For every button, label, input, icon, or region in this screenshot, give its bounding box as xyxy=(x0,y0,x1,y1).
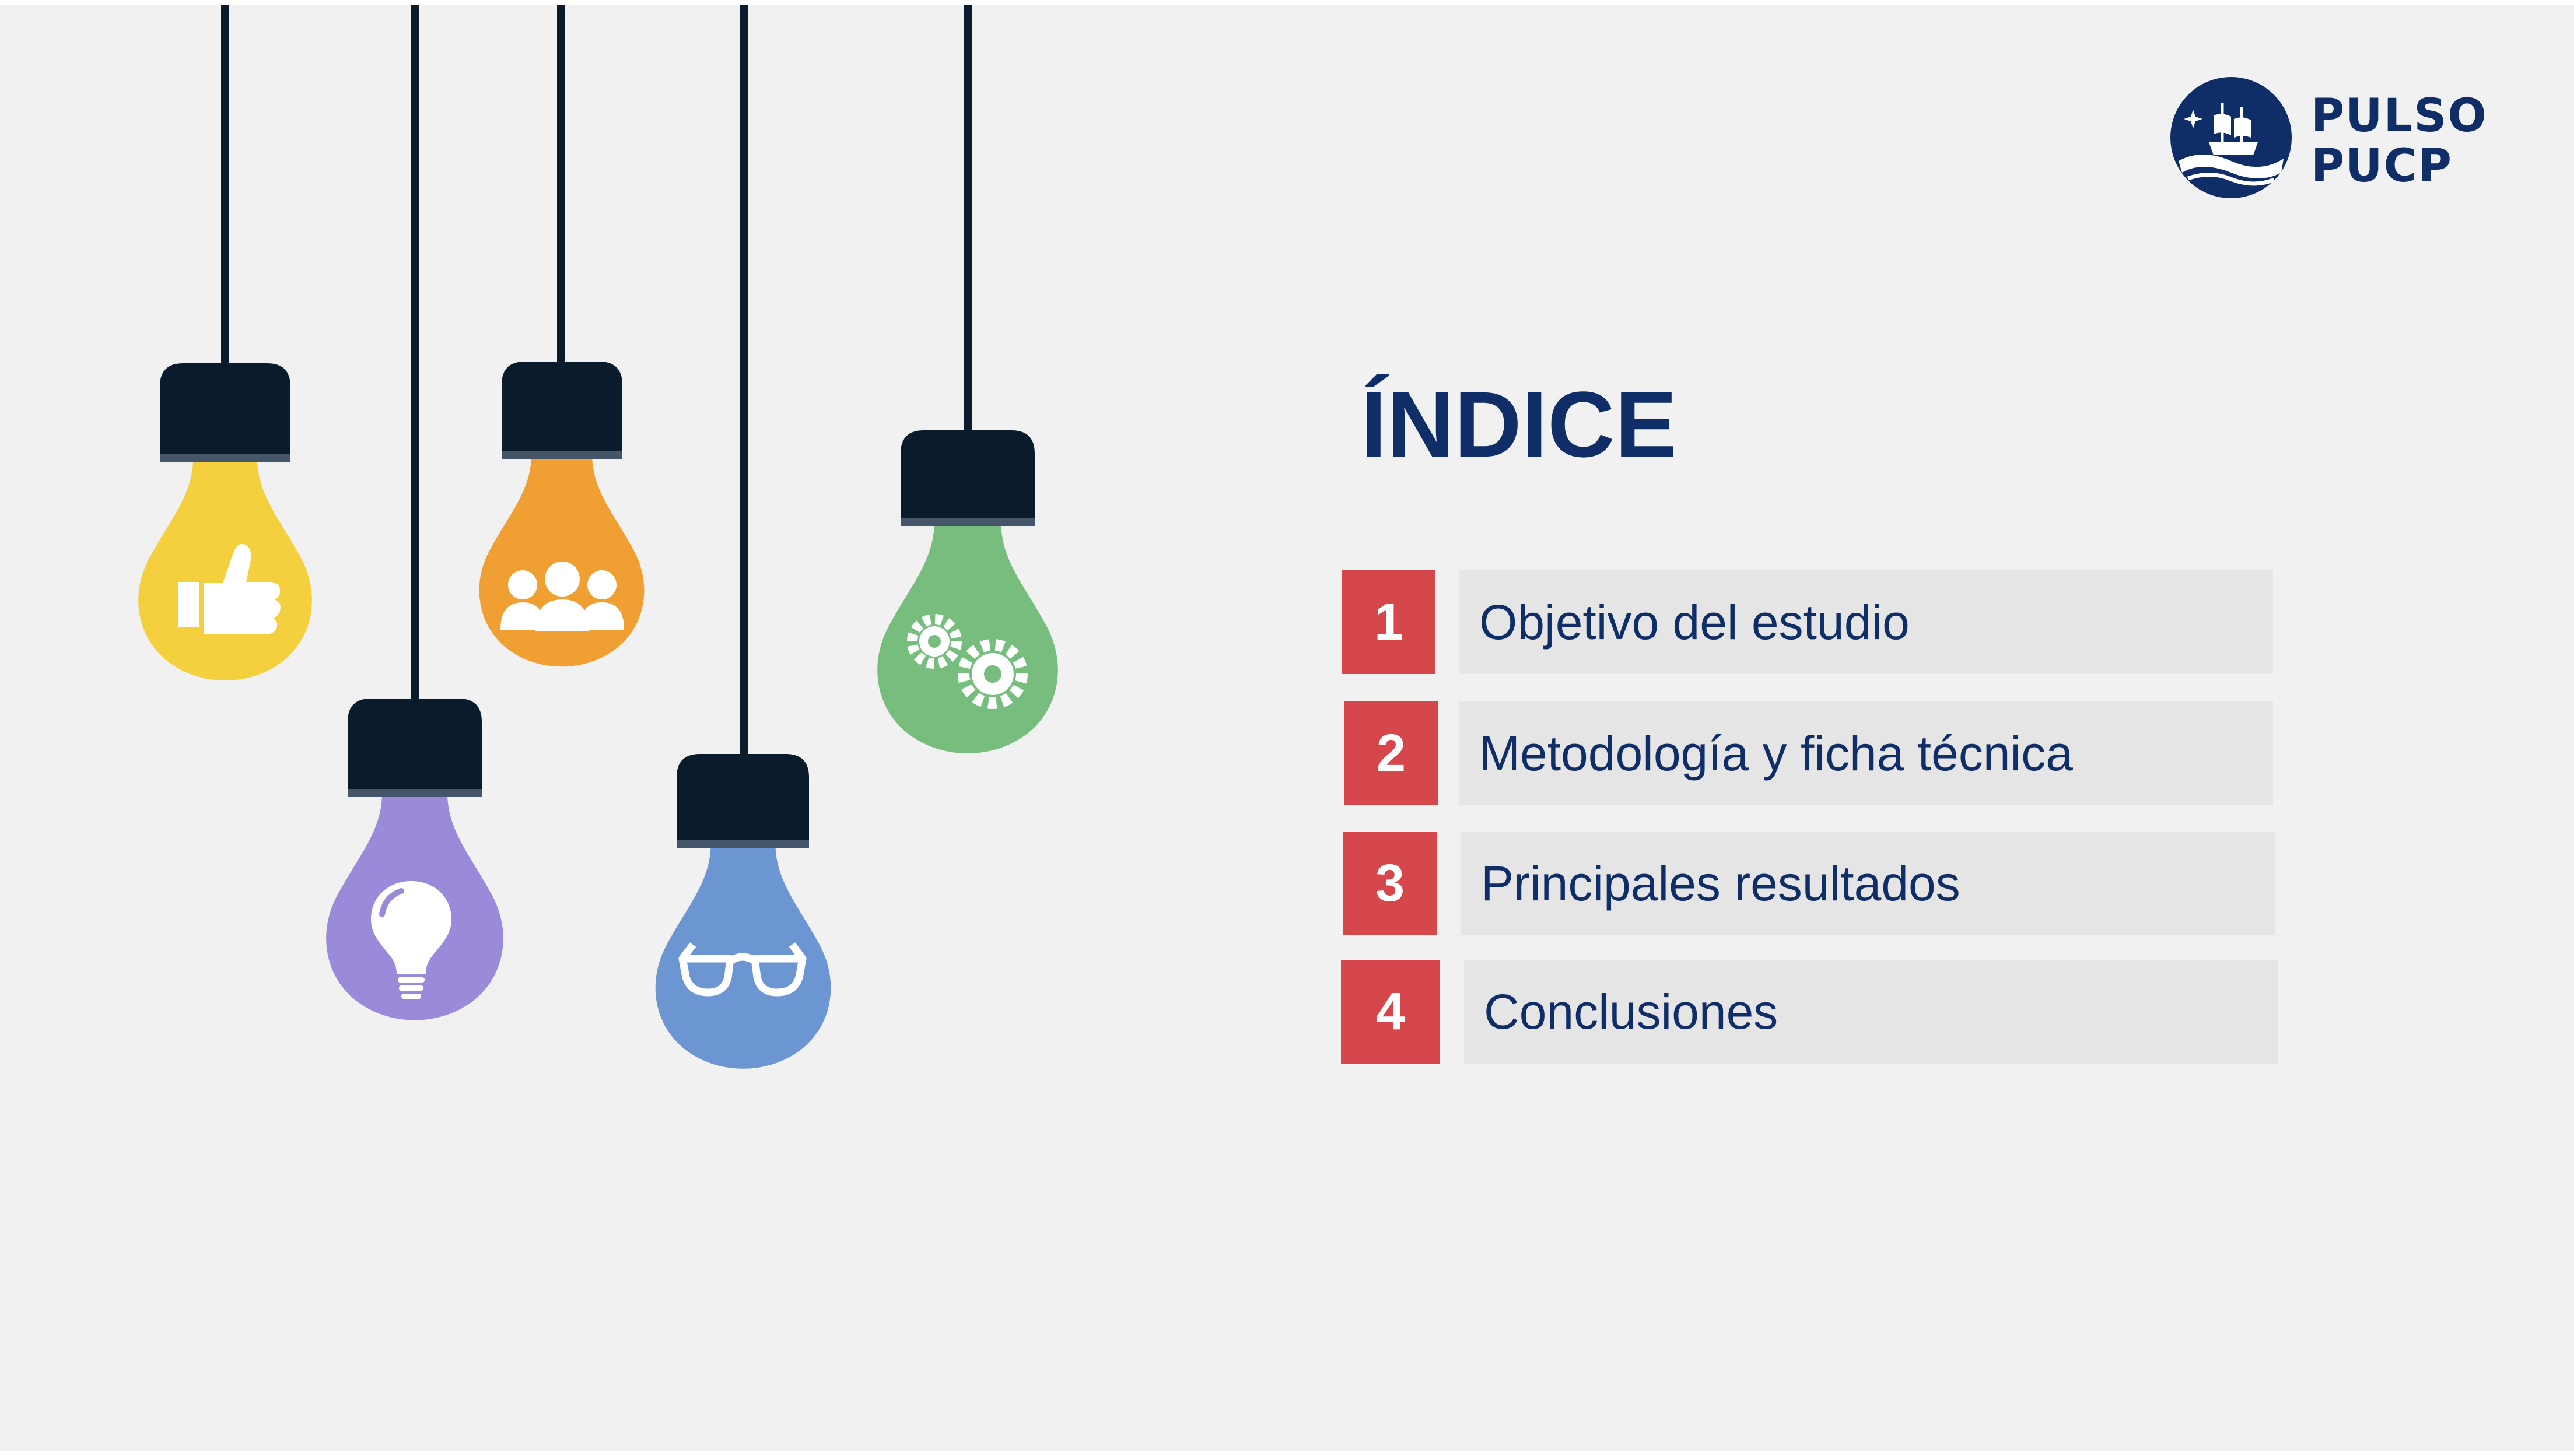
logo-wordmark: PULSO PUCP xyxy=(2311,91,2488,191)
index-item-conclusiones[interactable]: Conclusiones xyxy=(1464,960,2278,1064)
lightbulb-icon xyxy=(371,881,451,999)
ship-emblem-icon xyxy=(2170,77,2292,198)
logo-line-2: PUCP xyxy=(2311,140,2453,192)
item-number-1: 1 xyxy=(1342,570,1435,674)
pulso-pucp-logo: PULSO PUCP xyxy=(2167,73,2517,202)
page-title: ÍNDICE xyxy=(1361,372,1678,476)
index-item-objetivo[interactable]: Objetivo del estudio xyxy=(1459,570,2273,674)
glasses-icon xyxy=(678,942,807,997)
item-number-3: 3 xyxy=(1343,832,1437,935)
slide: PULSO PUCP ÍNDICE 1 Objetivo del estudio… xyxy=(0,5,2574,1451)
bulb-yellow xyxy=(138,5,312,680)
item-number-4: 4 xyxy=(1341,960,1440,1064)
item-number-2: 2 xyxy=(1344,701,1438,805)
bulbs-illustration xyxy=(138,5,1058,1069)
bulb-purple xyxy=(326,5,503,1020)
thumbs-up-icon xyxy=(178,543,281,634)
bulb-orange xyxy=(479,5,645,667)
bulb-blue xyxy=(655,5,831,1069)
index-item-metodologia[interactable]: Metodología y ficha técnica xyxy=(1459,701,2273,805)
index-item-resultados[interactable]: Principales resultados xyxy=(1461,832,2275,935)
people-group-icon xyxy=(500,562,624,631)
bulb-green xyxy=(877,5,1058,753)
logo-line-1: PULSO xyxy=(2311,90,2488,142)
gears-icon xyxy=(907,614,1028,709)
